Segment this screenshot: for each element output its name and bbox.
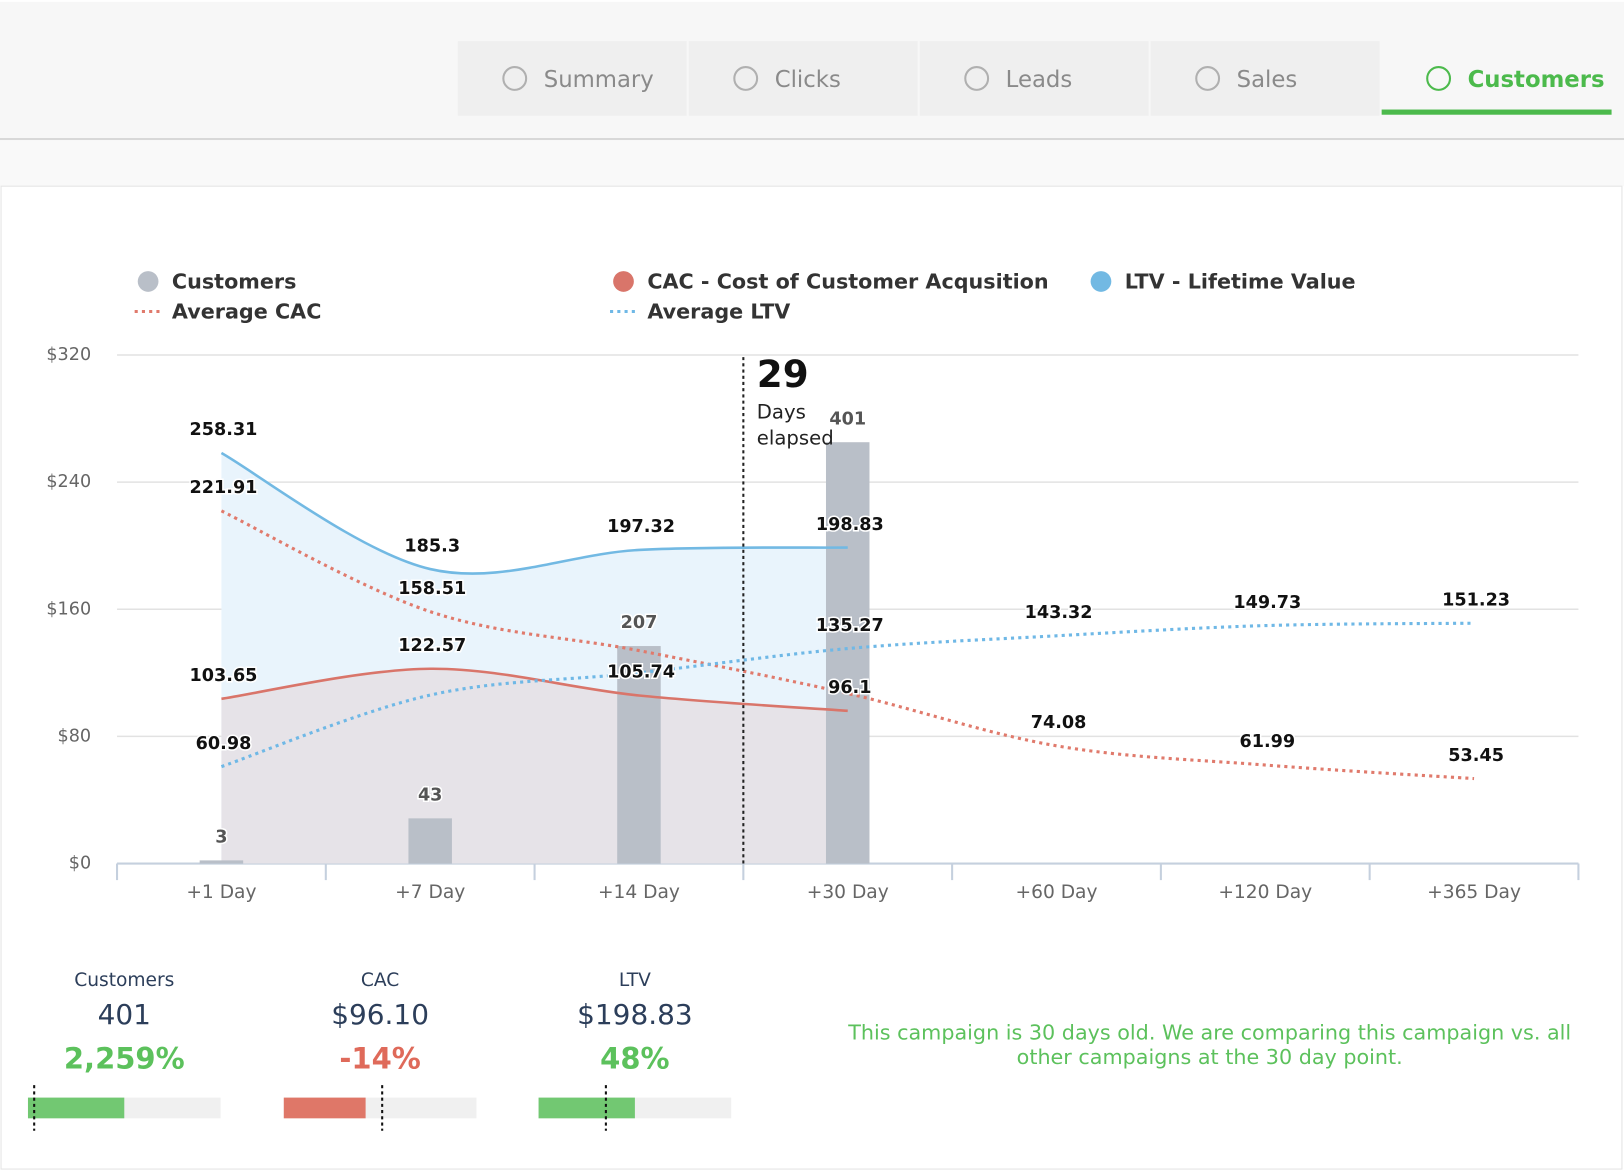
legend-swatch [137, 271, 159, 292]
data-label: 207 [621, 613, 658, 633]
elapsed-number: 29 [757, 352, 809, 396]
elapsed-text: Days [757, 401, 806, 424]
stat-change: 48% [600, 1041, 669, 1075]
stat-value: $198.83 [577, 998, 693, 1031]
stat-label: LTV [619, 970, 651, 991]
x-tick-label: +1 Day [186, 882, 256, 903]
tab-icon [733, 66, 759, 91]
data-label: 198.83 [816, 515, 884, 535]
tab-icon [1195, 66, 1221, 91]
x-tick-label: +365 Day [1427, 882, 1521, 903]
bar-fill [538, 1097, 635, 1119]
y-tick-label: $320 [46, 345, 91, 365]
note: other campaigns at the 30 day point. [1017, 1045, 1403, 1069]
tab[interactable] [1381, 41, 1611, 116]
bar [825, 442, 870, 864]
bar [408, 818, 452, 864]
data-label: 185.3 [404, 536, 460, 556]
legend-label: LTV - Lifetime Value [1125, 270, 1356, 294]
note: This campaign is 30 days old. We are com… [847, 1020, 1571, 1044]
area [221, 668, 848, 864]
data-label: 149.73 [1233, 593, 1301, 613]
stat-change: 2,259% [64, 1041, 185, 1075]
y-tick-label: $160 [46, 599, 91, 619]
tabs: Summary Clicks Leads Sales Customers [457, 41, 1612, 116]
legend-swatch [1090, 271, 1112, 292]
tab-label: Summary [544, 67, 654, 93]
stat-change: -14% [339, 1041, 420, 1075]
x-tick-label: +7 Day [395, 882, 465, 903]
tab-underline [1381, 109, 1612, 115]
bar-fill [27, 1097, 125, 1119]
tab[interactable] [1150, 41, 1380, 116]
legend-label: Customers [172, 270, 297, 294]
stat-label: Customers [74, 970, 174, 991]
data-label: 143.32 [1025, 603, 1093, 623]
data-label: 3 [215, 828, 227, 848]
bar [617, 646, 661, 864]
x-tick-label: +120 Day [1218, 882, 1312, 903]
data-label: 151.23 [1442, 590, 1510, 610]
data-label: 53.45 [1448, 746, 1504, 766]
line [220, 509, 1475, 781]
y-tick-label: $80 [58, 726, 92, 746]
legend-label: Average CAC [172, 300, 321, 324]
data-label: 60.98 [196, 734, 252, 754]
tab-label: Leads [1006, 67, 1073, 93]
data-label: 74.08 [1031, 713, 1087, 733]
stat-value: 401 [98, 998, 151, 1031]
data-label: 122.57 [398, 636, 466, 656]
data-label: 61.99 [1240, 732, 1296, 752]
x-tick-label: +30 Day [807, 882, 889, 903]
stat-value: $96.10 [331, 998, 429, 1031]
data-label: 43 [418, 786, 442, 806]
data-label: 221.91 [190, 478, 258, 498]
tab-icon [502, 66, 528, 91]
legend-label: Average LTV [647, 300, 790, 324]
y-tick-label: $0 [69, 854, 91, 874]
data-label: 197.32 [607, 517, 675, 537]
tab-icon [964, 66, 990, 91]
stat-label: CAC [361, 970, 399, 991]
y-tick-label: $240 [46, 472, 91, 492]
bar [199, 860, 244, 864]
data-label: 401 [829, 409, 866, 429]
data-label: 135.27 [816, 616, 884, 636]
subheader [0, 140, 1624, 187]
stat-bars [27, 1085, 732, 1131]
data-label: 96.1 [828, 678, 871, 698]
bar-fill [283, 1097, 366, 1119]
line [221, 667, 848, 713]
tab-label: Customers [1468, 67, 1605, 93]
data-label: 105.74 [607, 663, 675, 683]
data-label: 158.51 [398, 579, 466, 599]
tab-label: Clicks [775, 67, 841, 93]
tab[interactable] [919, 41, 1149, 116]
elapsed-text: elapsed [757, 426, 834, 449]
chart: $0 $80 $160 $240 $320 +1 Day +7 Day +14 Day +30 … [46, 270, 1580, 903]
tab-label: Sales [1237, 67, 1298, 93]
data-label: 103.65 [190, 666, 258, 686]
tab[interactable] [688, 41, 918, 116]
x-tick-label: +14 Day [598, 882, 680, 903]
data-label: 258.31 [190, 420, 258, 440]
legend-label: CAC - Cost of Customer Acqusition [647, 270, 1048, 294]
tab-icon [1426, 66, 1452, 91]
line [220, 451, 848, 575]
x-tick-label: +60 Day [1015, 882, 1097, 903]
legend-swatch [613, 271, 634, 292]
line [220, 621, 1475, 769]
tab[interactable] [457, 41, 687, 116]
